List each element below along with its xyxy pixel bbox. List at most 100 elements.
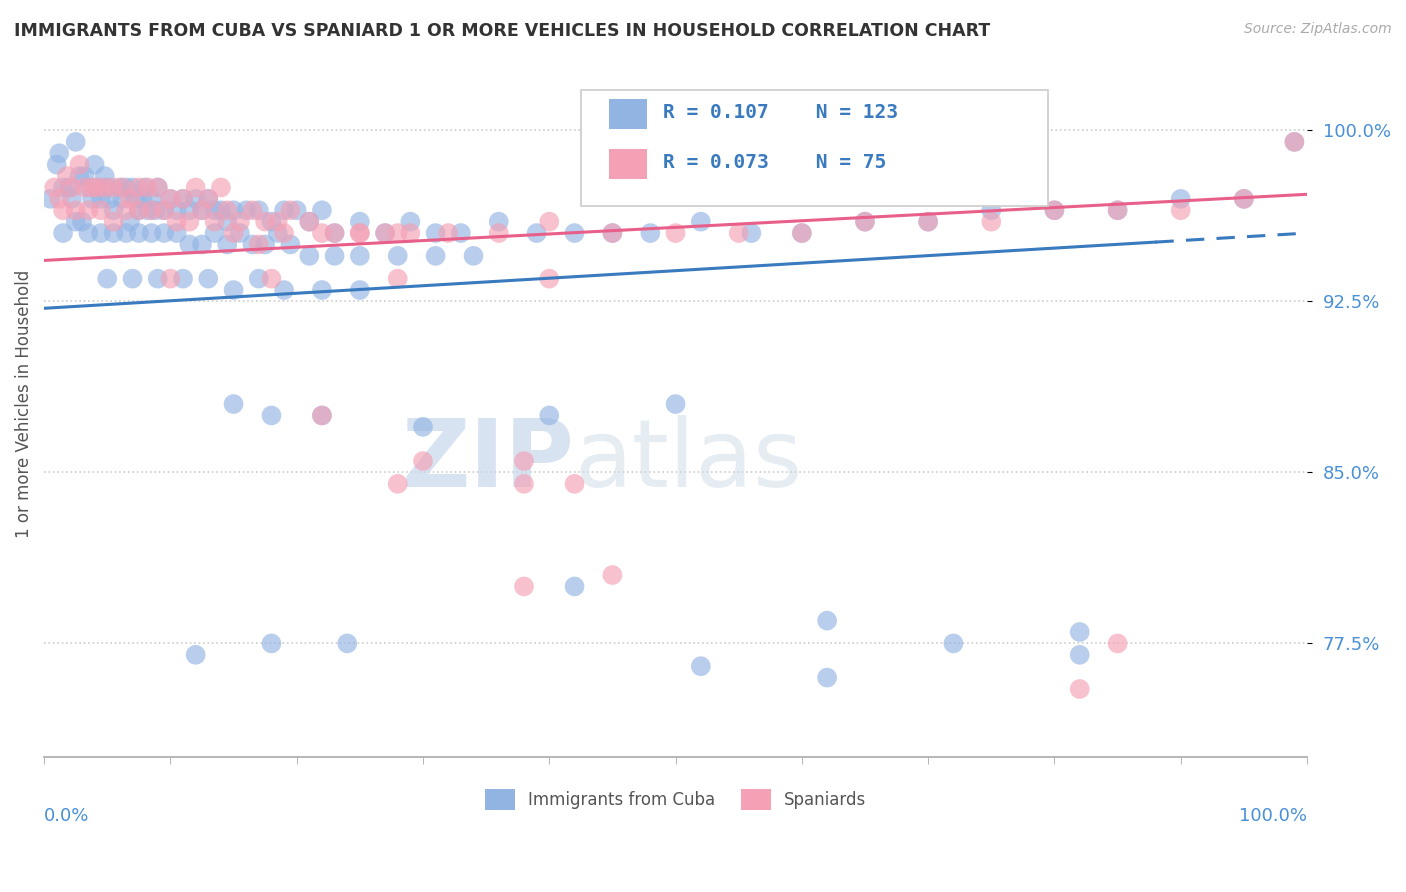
- Point: [1233, 192, 1256, 206]
- Point: [83, 158, 105, 172]
- Point: [58, 180, 80, 194]
- Text: Source: ZipAtlas.com: Source: ZipAtlas.com: [1244, 22, 1392, 37]
- Point: [564, 579, 586, 593]
- Point: [463, 249, 485, 263]
- Point: [664, 397, 686, 411]
- Point: [488, 226, 510, 240]
- Point: [602, 568, 624, 582]
- Point: [311, 203, 333, 218]
- Point: [204, 226, 226, 240]
- Point: [77, 203, 100, 218]
- Point: [336, 636, 359, 650]
- Point: [790, 226, 813, 240]
- Point: [65, 135, 87, 149]
- Point: [121, 180, 143, 194]
- Point: [664, 226, 686, 240]
- Point: [387, 476, 409, 491]
- Point: [128, 203, 150, 218]
- Point: [254, 214, 277, 228]
- Point: [124, 192, 146, 206]
- Point: [513, 476, 536, 491]
- Point: [1069, 648, 1091, 662]
- Point: [179, 237, 201, 252]
- Point: [1233, 192, 1256, 206]
- Point: [86, 180, 108, 194]
- Point: [564, 226, 586, 240]
- Point: [134, 180, 156, 194]
- Point: [425, 249, 447, 263]
- Point: [1107, 203, 1129, 218]
- Text: ZIP: ZIP: [402, 415, 575, 507]
- Point: [56, 169, 79, 183]
- Point: [942, 636, 965, 650]
- Point: [387, 249, 409, 263]
- Point: [1170, 203, 1192, 218]
- Point: [260, 214, 283, 228]
- Point: [82, 180, 104, 194]
- Point: [247, 203, 270, 218]
- Point: [128, 203, 150, 218]
- Point: [273, 203, 295, 218]
- Point: [118, 214, 141, 228]
- Point: [73, 169, 96, 183]
- Point: [815, 671, 838, 685]
- Point: [103, 226, 125, 240]
- Point: [229, 226, 252, 240]
- Point: [108, 180, 131, 194]
- Text: 0.0%: 0.0%: [44, 807, 90, 825]
- FancyBboxPatch shape: [609, 149, 647, 178]
- Point: [209, 203, 232, 218]
- Point: [513, 454, 536, 468]
- Point: [111, 192, 134, 206]
- Point: [323, 226, 346, 240]
- Point: [191, 203, 214, 218]
- Point: [204, 214, 226, 228]
- Point: [159, 192, 181, 206]
- Point: [1043, 203, 1066, 218]
- Point: [52, 180, 75, 194]
- Text: 100.0%: 100.0%: [1239, 807, 1308, 825]
- Point: [90, 203, 112, 218]
- Point: [141, 203, 163, 218]
- Point: [980, 214, 1002, 228]
- Point: [538, 214, 561, 228]
- Point: [853, 214, 876, 228]
- Point: [815, 614, 838, 628]
- Point: [77, 226, 100, 240]
- Point: [48, 146, 70, 161]
- Point: [412, 420, 434, 434]
- Point: [77, 180, 100, 194]
- Point: [65, 214, 87, 228]
- Point: [1284, 135, 1306, 149]
- Point: [179, 203, 201, 218]
- Point: [349, 226, 371, 240]
- Point: [111, 180, 134, 194]
- Point: [323, 249, 346, 263]
- Point: [526, 226, 548, 240]
- Point: [280, 237, 302, 252]
- Point: [1284, 135, 1306, 149]
- Text: atlas: atlas: [575, 415, 803, 507]
- Point: [311, 409, 333, 423]
- Point: [298, 249, 321, 263]
- Point: [242, 203, 264, 218]
- Point: [513, 579, 536, 593]
- Point: [141, 192, 163, 206]
- Point: [60, 192, 83, 206]
- Point: [184, 192, 207, 206]
- Point: [48, 192, 70, 206]
- Point: [73, 180, 96, 194]
- Point: [254, 237, 277, 252]
- Point: [45, 158, 67, 172]
- Point: [229, 214, 252, 228]
- Point: [222, 283, 245, 297]
- Point: [853, 214, 876, 228]
- Point: [115, 180, 138, 194]
- Point: [285, 203, 308, 218]
- Point: [166, 214, 188, 228]
- Point: [103, 203, 125, 218]
- Point: [387, 226, 409, 240]
- Point: [1043, 203, 1066, 218]
- Point: [1107, 203, 1129, 218]
- FancyBboxPatch shape: [581, 89, 1047, 206]
